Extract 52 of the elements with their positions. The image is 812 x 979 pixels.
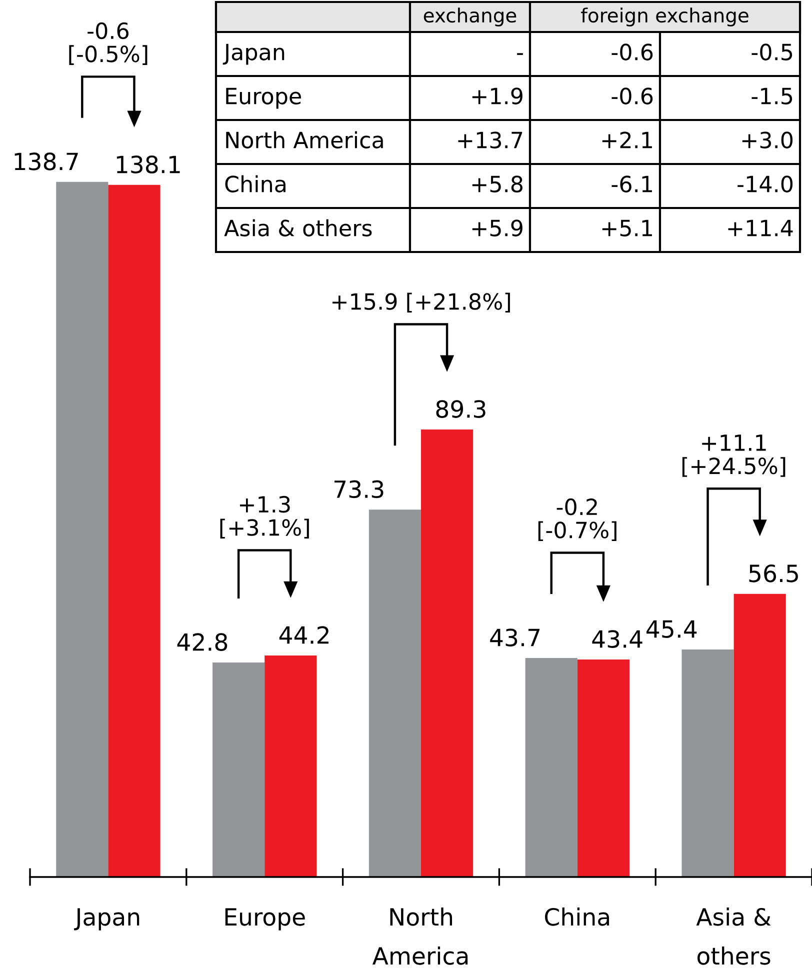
annotation: -0.6 [612, 88, 653, 104]
annotation: +11.1 [+24.5%] [682, 434, 786, 477]
bar [421, 429, 474, 877]
x-tick-label: Asia & others [696, 908, 771, 965]
bar [108, 184, 160, 877]
annotation: -14.0 [738, 176, 793, 192]
annotation: +3.0 [742, 132, 793, 148]
bar [525, 658, 578, 877]
bar [212, 662, 265, 877]
annotation: +5.8 [472, 176, 522, 192]
data-label: 43.4 [592, 630, 642, 648]
data-label: 43.7 [490, 628, 540, 646]
annotation: +5.9 [472, 220, 522, 236]
bar [368, 510, 421, 877]
annotation: -1.5 [752, 88, 792, 104]
data-label: 89.3 [436, 400, 486, 418]
annotation: Asia & others [224, 219, 372, 236]
annotation: - [517, 53, 523, 55]
data-label: 45.4 [646, 620, 697, 638]
data-label: 138.7 [14, 152, 78, 170]
x-tick-label: Japan [74, 908, 140, 930]
bar [56, 182, 108, 877]
data-label: 56.5 [749, 564, 798, 582]
annotation: Europe [226, 88, 301, 109]
annotation: -0.6 [-0.5%] [69, 22, 148, 65]
data-label: 44.2 [279, 626, 328, 644]
x-tick-label: Europe [225, 908, 305, 930]
annotation: +1.9 [472, 88, 522, 104]
data-label: 138.1 [116, 156, 180, 174]
annotation: +13.7 [458, 132, 522, 148]
bar [264, 655, 317, 877]
annotation: +2.1 [602, 132, 652, 148]
annotation: +11.4 [728, 220, 793, 236]
annotation: foreign exchange [581, 8, 748, 26]
data-label: 42.8 [177, 633, 228, 651]
bar [734, 594, 786, 877]
bar [577, 660, 630, 877]
annotation: North America [226, 131, 383, 148]
annotation: -0.2 [-0.7%] [538, 498, 616, 542]
x-tick-label: North America [372, 908, 468, 965]
annotation: Japan [222, 44, 284, 65]
annotation: +5.1 [602, 220, 652, 236]
annotation: +15.9 [+21.8%] [332, 292, 510, 313]
annotation: exchange [424, 8, 516, 26]
annotation: -0.6 [612, 44, 653, 60]
x-tick-label: China [545, 908, 609, 926]
data-label: 73.3 [334, 480, 384, 498]
bar [682, 649, 734, 877]
annotation: China [225, 175, 286, 192]
annotation: -6.1 [612, 176, 652, 192]
annotation: -0.5 [752, 44, 792, 60]
annotation: +1.3 [+3.1%] [220, 496, 309, 539]
